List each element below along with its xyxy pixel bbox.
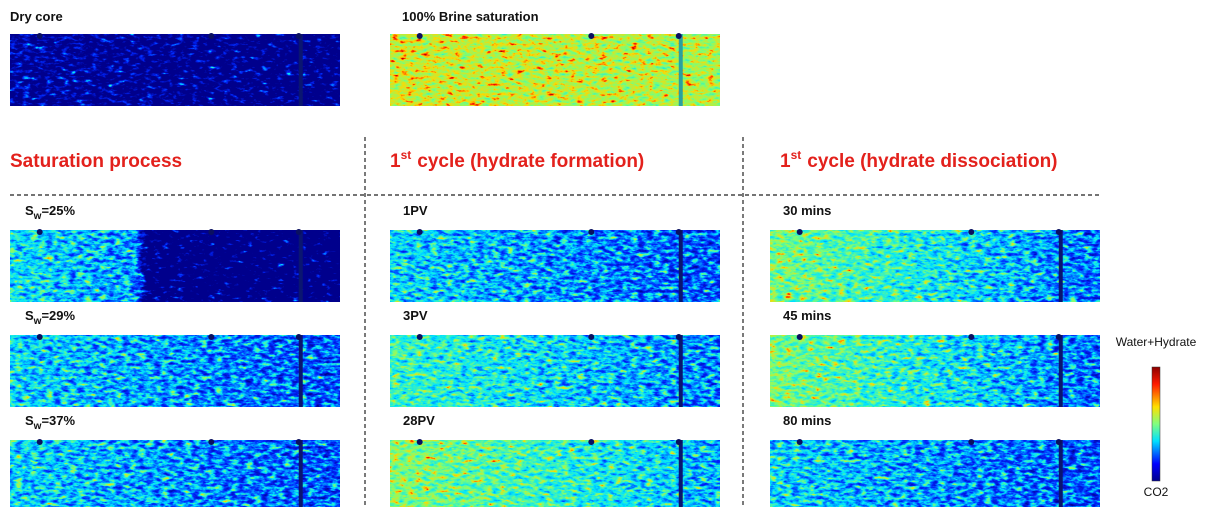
label-main: S bbox=[25, 413, 34, 428]
ct-image bbox=[10, 34, 340, 106]
image-layer bbox=[10, 33, 1100, 507]
core-marker bbox=[208, 33, 215, 39]
core-marker bbox=[36, 229, 43, 235]
core-marker bbox=[968, 229, 975, 235]
core-marker bbox=[675, 33, 682, 39]
core-marker bbox=[416, 229, 423, 235]
core-marker bbox=[588, 334, 595, 340]
panel-label: 45 mins bbox=[783, 308, 831, 323]
core-marker bbox=[36, 334, 43, 340]
core-marker bbox=[295, 229, 302, 235]
ct-image bbox=[390, 335, 720, 407]
core-marker bbox=[295, 334, 302, 340]
core-marker bbox=[295, 33, 302, 39]
panel-label: 28PV bbox=[403, 413, 435, 428]
column-heading: 1st cycle (hydrate dissociation) bbox=[780, 148, 1058, 172]
label-subscript: w bbox=[33, 316, 42, 327]
heading-text: cycle (hydrate dissociation) bbox=[807, 151, 1057, 172]
core-edge bbox=[298, 440, 303, 507]
core-marker bbox=[968, 334, 975, 340]
core-edge bbox=[1058, 230, 1063, 302]
core-marker bbox=[416, 334, 423, 340]
label-main: S bbox=[25, 203, 34, 218]
column-heading: 1st cycle (hydrate formation) bbox=[390, 148, 644, 172]
core-marker bbox=[675, 229, 682, 235]
core-marker bbox=[1055, 439, 1062, 445]
heading-text: Saturation process bbox=[10, 151, 182, 172]
panel-label: 3PV bbox=[403, 308, 428, 323]
ct-image bbox=[10, 335, 340, 407]
label-main: S bbox=[25, 308, 34, 323]
panel-label: 80 mins bbox=[783, 413, 831, 428]
core-marker bbox=[36, 439, 43, 445]
ct-image bbox=[390, 34, 720, 106]
core-marker bbox=[796, 439, 803, 445]
colorbar bbox=[1151, 366, 1161, 482]
heading-superscript: st bbox=[791, 148, 802, 162]
heading-text: cycle (hydrate formation) bbox=[417, 151, 644, 172]
core-edge bbox=[298, 230, 303, 302]
label-rest: =29% bbox=[41, 308, 75, 323]
core-edge bbox=[1058, 335, 1063, 407]
core-edge bbox=[298, 34, 303, 106]
ct-image bbox=[390, 230, 720, 302]
core-marker bbox=[796, 229, 803, 235]
core-marker bbox=[968, 439, 975, 445]
ct-image bbox=[770, 335, 1100, 407]
ct-image bbox=[770, 230, 1100, 302]
colorbar-label: CO2 bbox=[1144, 485, 1169, 499]
label-rest: =37% bbox=[41, 413, 75, 428]
panel-label: Sw=25% bbox=[25, 203, 76, 222]
core-marker bbox=[208, 229, 215, 235]
colorbar-label: Water+Hydrate bbox=[1116, 335, 1197, 349]
core-edge bbox=[1058, 440, 1063, 507]
ct-image bbox=[10, 230, 340, 302]
core-marker bbox=[675, 334, 682, 340]
heading-number: 1 bbox=[780, 151, 791, 172]
core-marker bbox=[796, 334, 803, 340]
core-marker bbox=[1055, 334, 1062, 340]
core-edge bbox=[678, 335, 683, 407]
core-marker bbox=[208, 439, 215, 445]
core-edge bbox=[678, 34, 683, 106]
core-marker bbox=[588, 229, 595, 235]
panel-label: 30 mins bbox=[783, 203, 831, 218]
core-edge bbox=[678, 230, 683, 302]
column-heading: Saturation process bbox=[10, 151, 182, 172]
panel-label: 100% Brine saturation bbox=[402, 9, 539, 24]
core-marker bbox=[208, 334, 215, 340]
panel-label: Sw=29% bbox=[25, 308, 76, 327]
core-edge bbox=[298, 335, 303, 407]
panel-label: Sw=37% bbox=[25, 413, 76, 432]
panel-label: 1PV bbox=[403, 203, 428, 218]
panel-label: Dry core bbox=[10, 9, 63, 24]
core-edge bbox=[678, 440, 683, 507]
core-marker bbox=[675, 439, 682, 445]
core-marker bbox=[36, 33, 43, 39]
core-marker bbox=[295, 439, 302, 445]
core-marker bbox=[588, 33, 595, 39]
label-rest: =25% bbox=[41, 203, 75, 218]
ct-image bbox=[10, 440, 340, 507]
heading-superscript: st bbox=[401, 148, 412, 162]
heading-number: 1 bbox=[390, 151, 401, 172]
core-marker bbox=[416, 33, 423, 39]
label-subscript: w bbox=[33, 421, 42, 432]
core-marker bbox=[416, 439, 423, 445]
ct-image bbox=[770, 440, 1100, 507]
ct-image bbox=[390, 440, 720, 507]
core-marker bbox=[1055, 229, 1062, 235]
core-marker bbox=[588, 439, 595, 445]
label-subscript: w bbox=[33, 211, 42, 222]
